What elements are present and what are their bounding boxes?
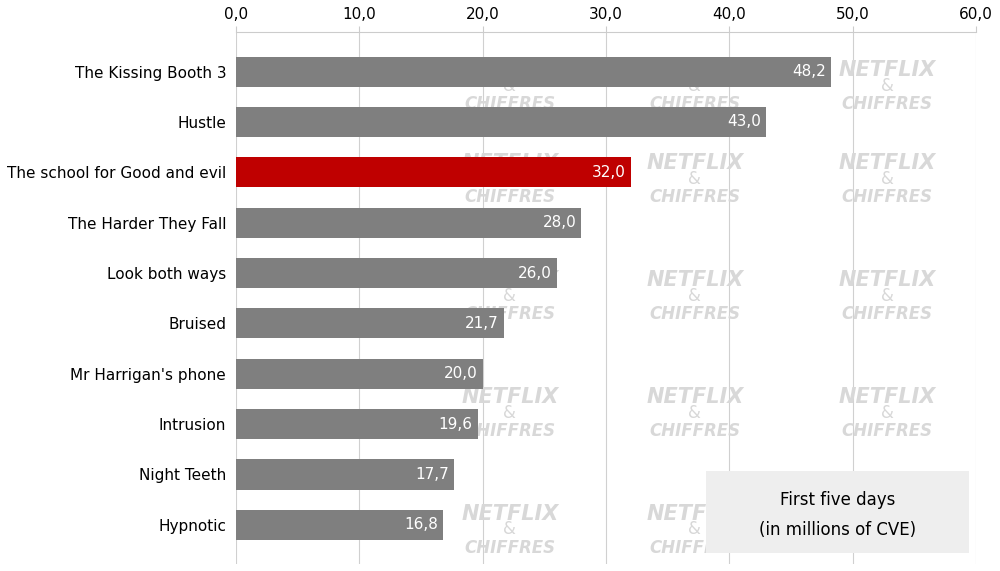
Text: &: &	[688, 77, 701, 95]
Text: NETFLIX: NETFLIX	[839, 504, 936, 524]
Text: &: &	[881, 521, 894, 538]
Text: NETFLIX: NETFLIX	[839, 387, 936, 407]
Text: CHIFFRES: CHIFFRES	[649, 422, 740, 440]
Text: CHIFFRES: CHIFFRES	[649, 95, 740, 113]
Text: NETFLIX: NETFLIX	[646, 270, 744, 289]
Text: CHIFFRES: CHIFFRES	[842, 95, 933, 113]
Text: NETFLIX: NETFLIX	[646, 387, 744, 407]
Bar	[236, 510, 443, 540]
Text: 43,0: 43,0	[728, 114, 761, 130]
Text: CHIFFRES: CHIFFRES	[464, 95, 555, 113]
Text: NETFLIX: NETFLIX	[461, 504, 558, 524]
Bar	[236, 359, 483, 389]
Text: NETFLIX: NETFLIX	[461, 152, 558, 172]
Text: NETFLIX: NETFLIX	[461, 270, 558, 289]
Text: 32,0: 32,0	[592, 165, 626, 180]
Text: First five days: First five days	[780, 491, 895, 509]
Text: NETFLIX: NETFLIX	[646, 504, 744, 524]
Text: NETFLIX: NETFLIX	[461, 387, 558, 407]
Text: &: &	[503, 521, 516, 538]
Text: 17,7: 17,7	[416, 467, 449, 482]
Text: CHIFFRES: CHIFFRES	[842, 305, 933, 323]
Text: &: &	[503, 287, 516, 304]
Text: NETFLIX: NETFLIX	[461, 59, 558, 79]
Text: 19,6: 19,6	[439, 417, 473, 432]
Text: CHIFFRES: CHIFFRES	[842, 422, 933, 440]
Text: NETFLIX: NETFLIX	[839, 59, 936, 79]
Text: &: &	[881, 404, 894, 421]
Text: &: &	[881, 287, 894, 304]
Text: &: &	[881, 77, 894, 95]
Text: &: &	[503, 77, 516, 95]
Text: &: &	[881, 170, 894, 188]
Text: CHIFFRES: CHIFFRES	[842, 188, 933, 206]
Text: 20,0: 20,0	[444, 366, 478, 381]
Text: NETFLIX: NETFLIX	[839, 152, 936, 172]
Text: CHIFFRES: CHIFFRES	[842, 539, 933, 557]
Text: CHIFFRES: CHIFFRES	[464, 305, 555, 323]
Text: 28,0: 28,0	[543, 215, 576, 230]
Text: (in millions of CVE): (in millions of CVE)	[759, 521, 916, 540]
Text: &: &	[688, 404, 701, 421]
Text: &: &	[688, 170, 701, 188]
Text: 26,0: 26,0	[518, 266, 552, 280]
Bar	[236, 258, 557, 288]
Text: NETFLIX: NETFLIX	[839, 270, 936, 289]
Text: CHIFFRES: CHIFFRES	[649, 188, 740, 206]
Text: &: &	[503, 170, 516, 188]
Text: 21,7: 21,7	[465, 316, 499, 331]
Text: NETFLIX: NETFLIX	[646, 59, 744, 79]
Text: CHIFFRES: CHIFFRES	[464, 422, 555, 440]
Text: &: &	[503, 404, 516, 421]
Bar	[236, 208, 581, 238]
Text: CHIFFRES: CHIFFRES	[464, 188, 555, 206]
Text: CHIFFRES: CHIFFRES	[649, 305, 740, 323]
FancyBboxPatch shape	[706, 471, 969, 553]
Text: &: &	[688, 287, 701, 304]
Bar	[236, 308, 504, 339]
Text: &: &	[688, 521, 701, 538]
Bar	[236, 409, 478, 439]
Text: CHIFFRES: CHIFFRES	[649, 539, 740, 557]
Text: NETFLIX: NETFLIX	[646, 152, 744, 172]
Bar	[236, 57, 831, 87]
Bar	[236, 107, 766, 137]
Text: 16,8: 16,8	[404, 517, 438, 532]
Text: 48,2: 48,2	[792, 64, 826, 79]
Bar	[236, 157, 631, 187]
Bar	[236, 459, 454, 489]
Text: CHIFFRES: CHIFFRES	[464, 539, 555, 557]
